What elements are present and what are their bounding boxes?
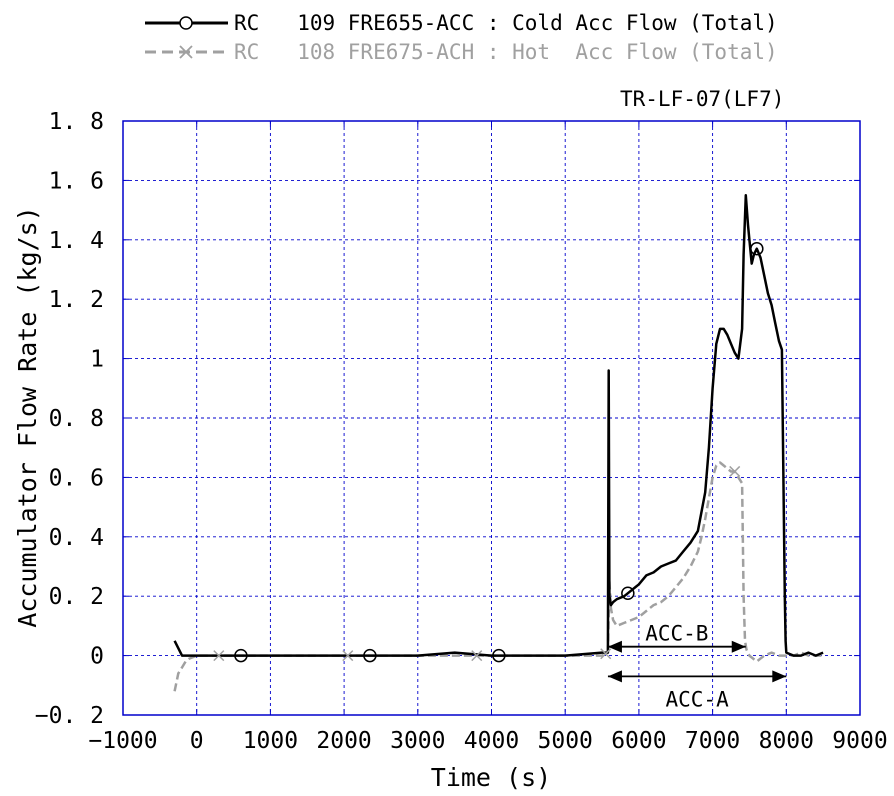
marker-cold — [492, 648, 506, 663]
annotation-label: ACC-A — [666, 687, 730, 711]
y-tick-label: 0 — [90, 644, 104, 670]
marker-cold — [621, 586, 635, 600]
y-axis-label: Accumulator Flow Rate (kg/s) — [13, 206, 42, 627]
x-tick-label: −1000 — [88, 728, 157, 754]
y-tick-label: 1. 4 — [49, 228, 104, 254]
legend-marker-cold — [179, 16, 193, 30]
series-layer — [173, 194, 824, 692]
markers-layer — [213, 241, 764, 663]
annotation-arrowhead-left — [607, 670, 622, 683]
annotation-arrowhead-left — [607, 640, 622, 653]
x-tick-label: 5000 — [538, 728, 593, 754]
x-tick-label: 0 — [190, 728, 204, 754]
chart-title: TR-LF-07(LF7) — [620, 87, 784, 111]
plot-frame — [122, 120, 861, 716]
annotation-label: ACC-B — [645, 622, 708, 646]
annotation-arrowhead-right — [772, 670, 787, 683]
legend-label-cold: RC 109 FRE655-ACC : Cold Acc Flow (Total… — [234, 11, 778, 35]
x-tick-label: 6000 — [611, 728, 666, 754]
y-tick-label: 0. 4 — [49, 525, 104, 551]
x-tick-label: 1000 — [243, 728, 298, 754]
y-tick-label: −0. 2 — [35, 703, 104, 729]
x-tick-label: 2000 — [316, 728, 371, 754]
legend: RC 109 FRE655-ACC : Cold Acc Flow (Total… — [145, 11, 778, 64]
legend-marker-hot — [179, 45, 193, 59]
x-tick-label: 4000 — [464, 728, 519, 754]
y-tick-label: 1 — [90, 347, 104, 373]
x-tick-label: 8000 — [759, 728, 814, 754]
annotations: ACC-B ACC-A — [607, 622, 787, 711]
y-tick-label: 1. 8 — [49, 109, 104, 135]
marker-hot — [213, 650, 225, 662]
marker-hot — [729, 465, 741, 477]
marker-hot — [471, 650, 483, 662]
marker-cold — [234, 648, 248, 663]
marker-cold — [750, 241, 764, 256]
y-tick-label: 1. 2 — [49, 287, 104, 313]
marker-hot — [600, 648, 612, 660]
y-tick-label: 0. 2 — [49, 584, 104, 610]
legend-label-hot: RC 108 FRE675-ACH : Hot Acc Flow (Total) — [234, 40, 778, 64]
tick-labels: −1000 0 1000 2000 3000 4000 5000 6000 7000 8000 90… — [35, 109, 888, 754]
grid — [122, 120, 861, 716]
x-axis-label: Time (s) — [431, 763, 551, 792]
y-tick-label: 1. 6 — [49, 168, 104, 194]
marker-hot — [342, 650, 354, 662]
x-tick-label: 3000 — [390, 728, 445, 754]
marker-cold — [363, 648, 377, 663]
y-tick-label: 0. 6 — [49, 465, 104, 491]
y-tick-label: 0. 8 — [49, 406, 104, 432]
series-line-cold — [173, 194, 824, 657]
annotation-arrowhead-right — [731, 640, 746, 653]
x-tick-label: 9000 — [832, 728, 887, 754]
x-tick-label: 7000 — [685, 728, 740, 754]
